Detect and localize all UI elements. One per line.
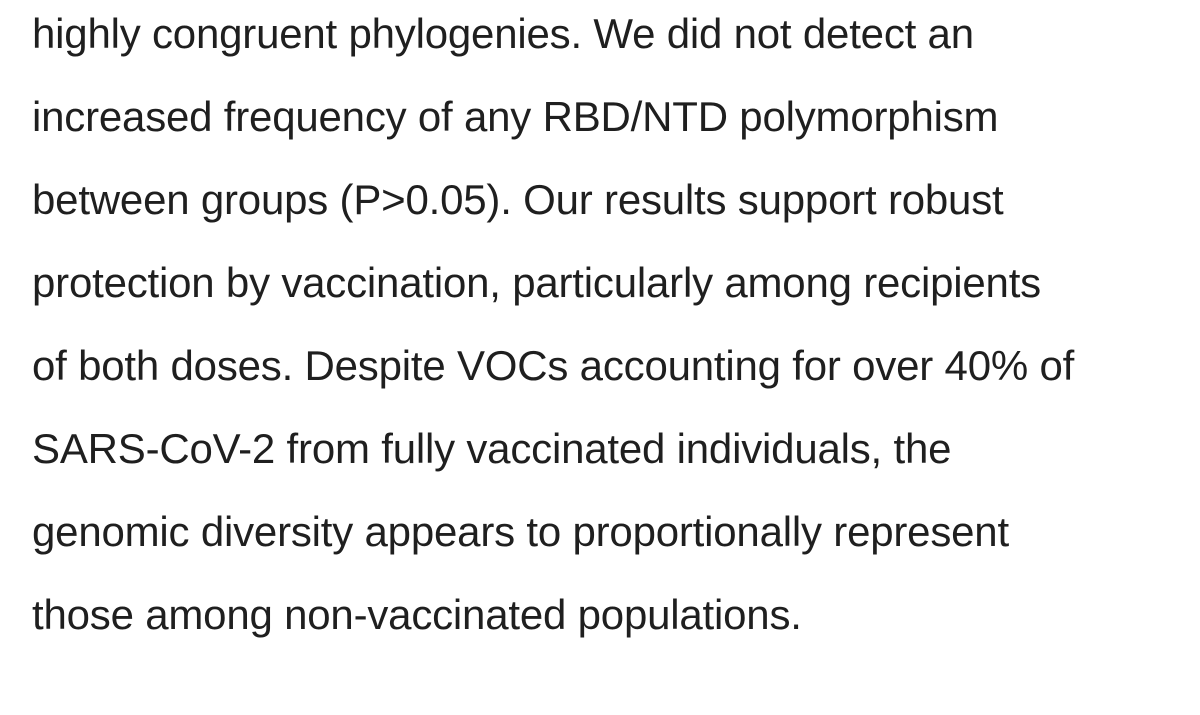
paragraph-line: protection by vaccination, particularly … xyxy=(32,259,1041,306)
paragraph-line: of both doses. Despite VOCs accounting f… xyxy=(32,342,1075,389)
paragraph-line: highly congruent phylogenies. We did not… xyxy=(32,10,974,57)
paragraph-line: between groups (P>0.05). Our results sup… xyxy=(32,176,1004,223)
paragraph-line: genomic diversity appears to proportiona… xyxy=(32,508,1009,555)
paragraph-line: those among non-vaccinated populations. xyxy=(32,591,802,638)
paragraph-line: SARS-CoV-2 from fully vaccinated individ… xyxy=(32,425,952,472)
paragraph-line: increased frequency of any RBD/NTD polym… xyxy=(32,93,999,140)
